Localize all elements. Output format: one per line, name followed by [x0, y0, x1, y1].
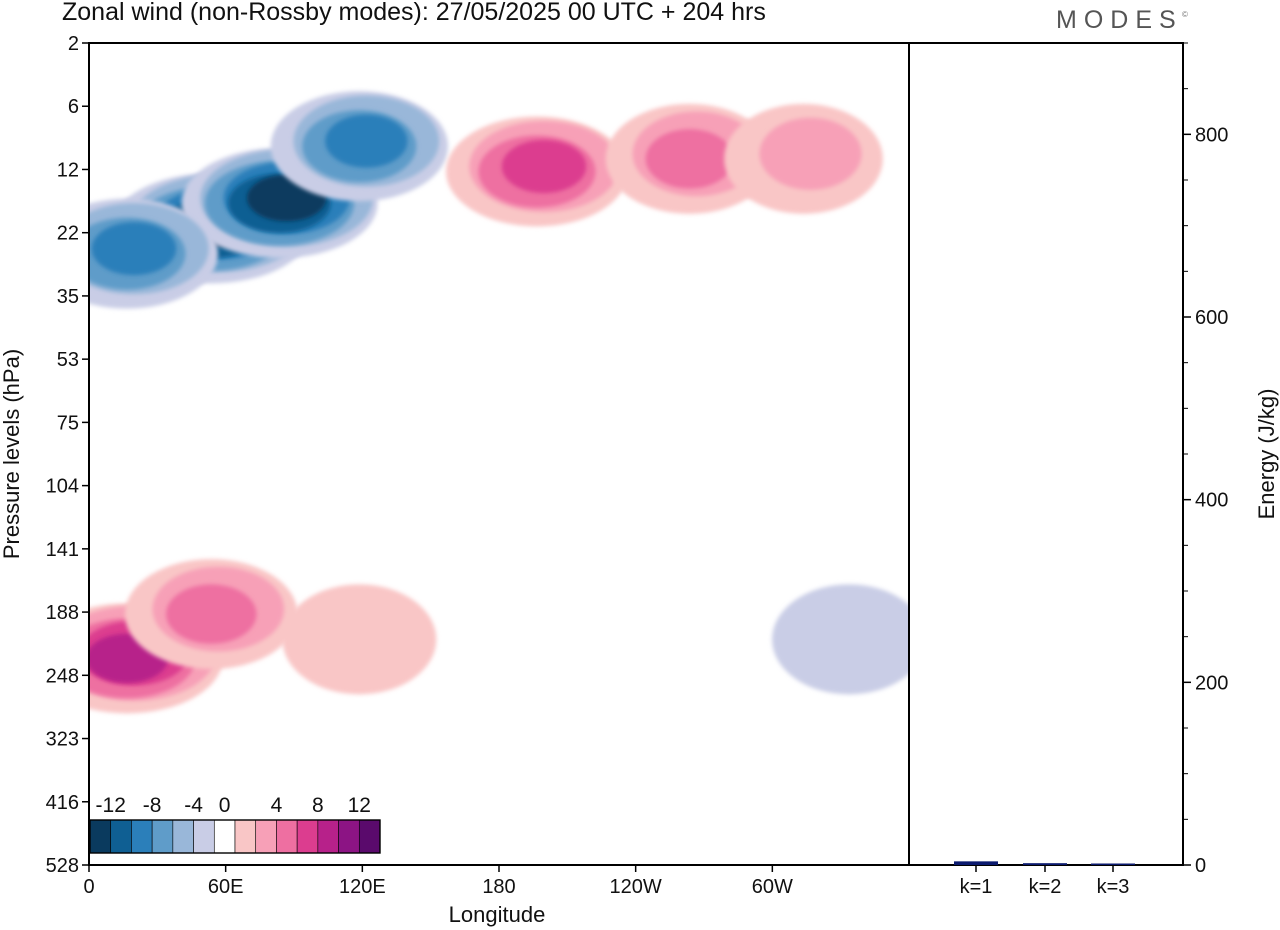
colorbar-swatch — [89, 819, 112, 854]
colorbar-swatch — [358, 819, 381, 854]
energy-bar — [954, 861, 998, 865]
wind-feature — [124, 559, 298, 670]
colorbar-label: -4 — [184, 794, 203, 817]
energy-x-label: k=1 — [960, 876, 993, 898]
colorbar-label: -12 — [96, 794, 126, 817]
energy-axis-title: Energy (J/kg) — [1254, 389, 1279, 520]
colorbar-swatch — [255, 819, 277, 854]
energy-bar — [1023, 863, 1067, 865]
energy-x-label: k=2 — [1029, 876, 1062, 898]
energy-tick-label: 800 — [1195, 124, 1228, 146]
y-tick-label: 53 — [57, 349, 79, 371]
energy-bar — [1091, 863, 1135, 865]
colorbar-swatch — [172, 819, 194, 854]
wind-contour — [772, 584, 909, 695]
wind-contour — [501, 139, 587, 193]
colorbar-swatch — [193, 819, 215, 854]
y-tick-label: 12 — [57, 159, 79, 181]
energy-axes: 0 200 400 600 800 k=1 k=2 k=3 — [960, 42, 1228, 898]
colorbar-label: -8 — [143, 794, 162, 817]
colorbar-swatch — [151, 819, 174, 854]
wind-contour — [282, 584, 437, 695]
colorbar-swatch — [213, 819, 236, 854]
wind-contour — [91, 222, 177, 276]
wind-contour — [325, 114, 408, 168]
x-tick-label: 180 — [482, 876, 515, 898]
wind-feature — [724, 103, 883, 214]
wind-feature — [605, 103, 774, 214]
x-tick-label: 60W — [752, 876, 793, 898]
chart-title: Zonal wind (non-Rossby modes): 27/05/202… — [62, 0, 766, 26]
wind-contour — [759, 117, 862, 190]
brand-logo: MODES — [1056, 6, 1183, 34]
y-tick-label: 2 — [68, 33, 79, 55]
heatmap-layer — [89, 91, 909, 714]
y-tick-label: 248 — [46, 665, 79, 687]
colorbar-label: 12 — [348, 794, 371, 817]
y-axis-title: Pressure levels (hPa) — [0, 349, 24, 559]
x-axis-title: Longitude — [449, 902, 546, 927]
y-tick-label: 416 — [46, 792, 79, 814]
wind-feature — [89, 198, 218, 309]
y-tick-label: 6 — [68, 96, 79, 118]
colorbar-label: 0 — [219, 794, 231, 817]
colorbar-frame — [89, 819, 381, 854]
colorbar-swatch — [296, 819, 319, 854]
energy-tick-label: 600 — [1195, 307, 1228, 329]
colorbar-swatch — [338, 819, 360, 854]
energy-tick-label: 200 — [1195, 672, 1228, 694]
wind-feature — [270, 91, 448, 202]
colorbar-swatch — [234, 819, 257, 854]
energy-tick-label: 400 — [1195, 490, 1228, 512]
colorbar-swatch — [317, 819, 339, 854]
x-tick-label: 120W — [610, 876, 662, 898]
y-tick-label: 22 — [57, 223, 79, 245]
y-tick-label: 188 — [46, 602, 79, 624]
y-tick-label: 35 — [57, 286, 79, 308]
energy-tick-label: 0 — [1195, 855, 1206, 877]
y-tick-label: 75 — [57, 412, 79, 434]
y-tick-label: 104 — [46, 476, 79, 498]
energy-frame — [908, 42, 1184, 866]
y-tick-label: 528 — [46, 855, 79, 877]
colorbar: -12 -8 -4 0 4 8 12 — [89, 794, 381, 854]
wind-feature — [282, 584, 437, 695]
wind-contour — [645, 129, 734, 189]
colorbar-label: 4 — [271, 794, 283, 817]
wind-feature — [181, 148, 378, 259]
energy-bars — [954, 861, 1135, 865]
energy-x-label: k=3 — [1097, 876, 1130, 898]
brand-registered-mark: © — [1182, 10, 1188, 19]
wind-contour — [166, 584, 257, 644]
y-tick-label: 141 — [46, 539, 79, 561]
x-tick-label: 0 — [83, 876, 94, 898]
colorbar-label: 8 — [312, 794, 324, 817]
colorbar-swatch — [131, 819, 153, 854]
colorbar-swatch — [276, 819, 298, 854]
wind-feature — [772, 584, 909, 695]
colorbar-swatch — [110, 819, 132, 854]
x-tick-label: 60E — [208, 876, 244, 898]
wind-feature — [446, 116, 628, 227]
x-tick-label: 120E — [339, 876, 386, 898]
y-tick-label: 323 — [46, 729, 79, 751]
